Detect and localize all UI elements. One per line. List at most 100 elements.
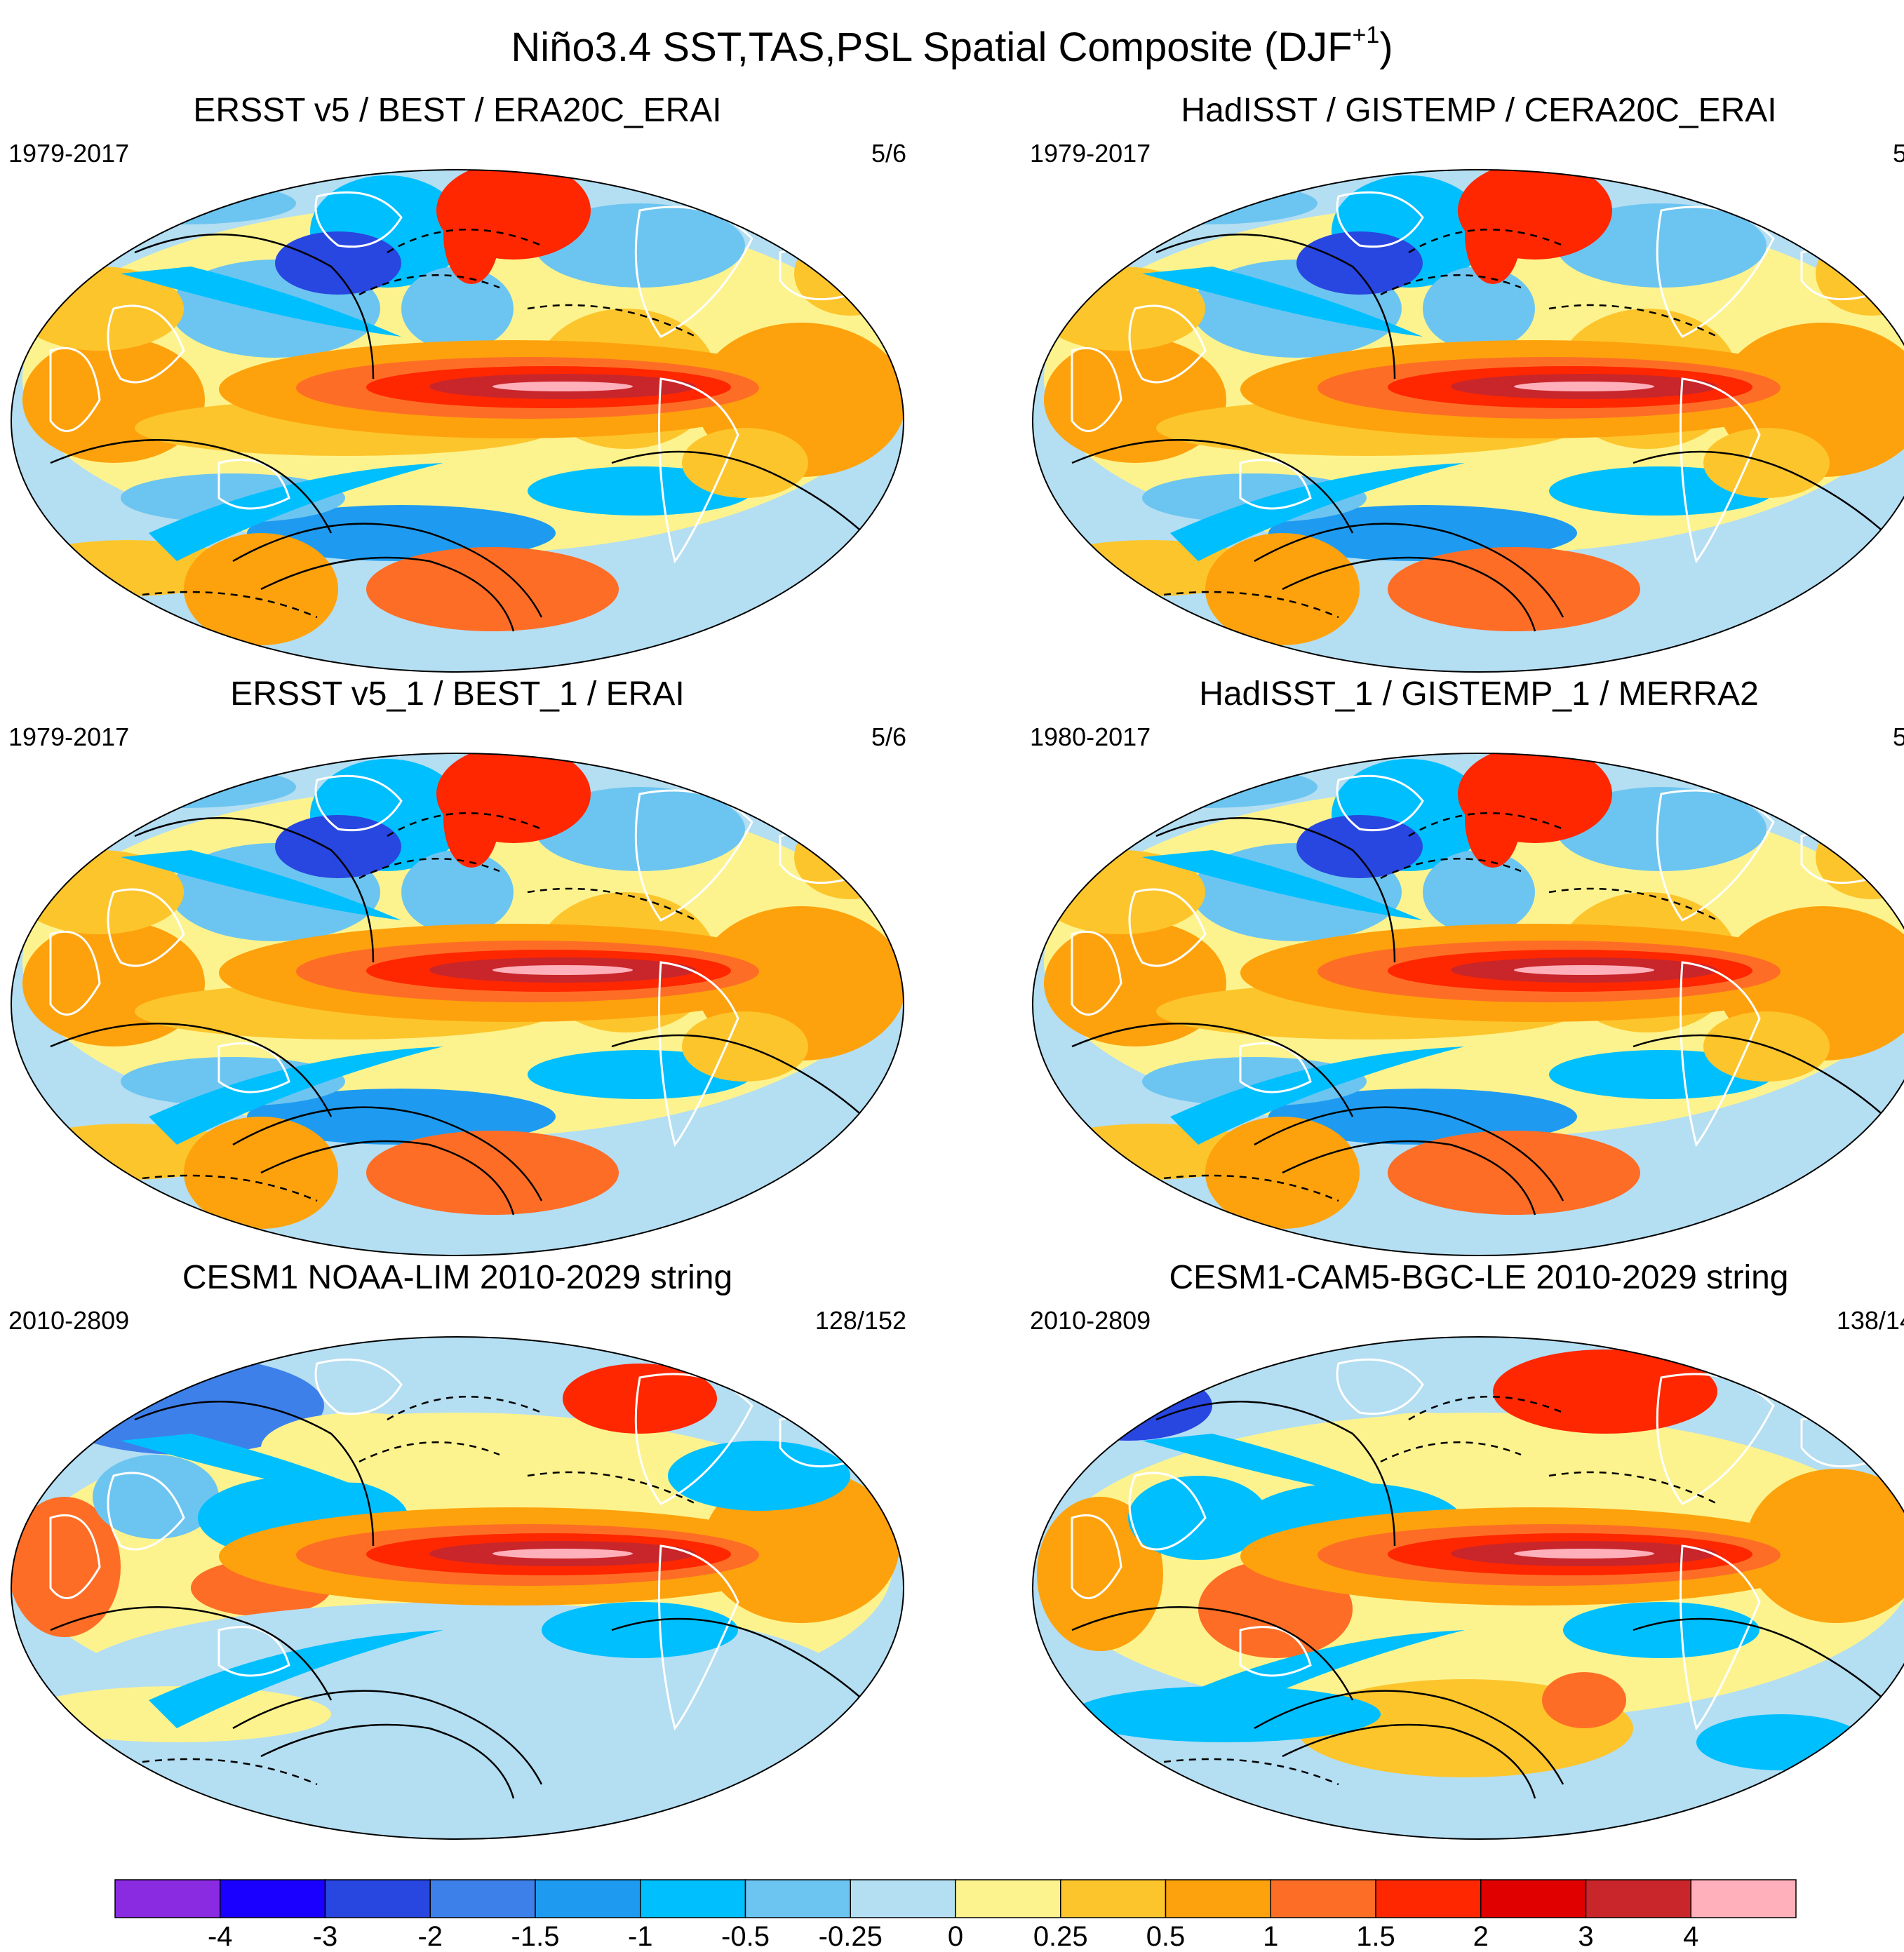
field-anomaly: [261, 1413, 457, 1483]
panel-years: 1980-2017: [1030, 722, 1151, 751]
nino-tongue-max: [1514, 965, 1654, 975]
slp-contour: [1633, 1617, 1900, 1715]
map-field: [11, 753, 904, 1256]
colorbar-swatch: [1270, 1879, 1376, 1918]
slp-contour: [1071, 1023, 1354, 1117]
slp-contour: [50, 1606, 333, 1701]
cool-band-south: [1170, 463, 1465, 561]
nino-tongue-max: [1514, 382, 1654, 391]
panel-years: 2010-2809: [8, 1306, 130, 1335]
field-anomaly: [1493, 1349, 1717, 1434]
slp-contour: [134, 1401, 375, 1547]
cool-band-north: [121, 850, 401, 920]
cool-band-south: [149, 1630, 443, 1728]
field-anomaly: [563, 1364, 717, 1434]
slp-contour: [1282, 1140, 1536, 1216]
panel-title: CESM1 NOAA-LIM 2010-2029 string: [182, 1259, 733, 1296]
panel-title: HadISST / GISTEMP / CERA20C_ERAI: [1181, 92, 1777, 129]
slp-contour: [1155, 234, 1396, 379]
field-anomaly: [1795, 1371, 1904, 1427]
coastline: [1128, 304, 1207, 384]
coastline: [314, 774, 403, 832]
slp-contour: [232, 1106, 543, 1202]
coastline: [1071, 346, 1122, 433]
colorbar-swatch: [1375, 1879, 1482, 1918]
panel-count: 5/6: [1892, 722, 1904, 751]
field-anomaly: [1044, 1371, 1212, 1441]
colorbar-tick-label: 1.5: [1356, 1921, 1395, 1948]
cool-band-south: [149, 463, 443, 561]
colorbar: -4 -3 -2 -1.5 -1 -0.5 -0.25 0 0.25 0.5 1 1.5 2 3 4: [114, 1879, 1797, 1948]
field-anomaly: [1339, 1413, 1507, 1483]
coastline: [1336, 191, 1424, 248]
colorbar-tick-label: 4: [1683, 1921, 1698, 1948]
map-outline: [1032, 1336, 1904, 1840]
panel-ersst-best-era20c: ERSST v5 / BEST / ERA20C_ERAI 1979-2017 …: [8, 90, 906, 673]
field-anomaly: [443, 186, 500, 284]
panel-hadisst-gistemp-cera20c: HadISST / GISTEMP / CERA20C_ERAI 1979-20…: [1030, 90, 1904, 673]
field-anomaly: [794, 231, 904, 316]
colorbar-tick-label: -0.5: [721, 1921, 770, 1948]
cool-band-north: [121, 1434, 401, 1504]
field-anomaly: [72, 182, 296, 224]
colorbar-tick-label: -0.25: [819, 1921, 883, 1948]
field-anomaly: [1388, 1131, 1640, 1215]
slp-contour: [611, 450, 879, 548]
map-outline: [1032, 169, 1904, 673]
coastline: [1071, 1514, 1122, 1600]
field-anomaly: [1093, 182, 1318, 224]
cool-band-north: [1142, 267, 1423, 337]
slp-contour: [1633, 450, 1900, 548]
field-anomaly: [668, 1441, 850, 1511]
field-anomaly: [443, 769, 500, 868]
colorbar-tick-label: -1.5: [511, 1921, 560, 1948]
slp-contour: [1408, 812, 1564, 837]
map-outline: [11, 1336, 904, 1840]
coastline: [314, 191, 403, 248]
colorbar-tick-label: 0.5: [1146, 1921, 1186, 1948]
field-anomaly: [1128, 1476, 1268, 1560]
panel-count: 5/6: [1892, 139, 1904, 168]
slp-contour: [92, 1174, 318, 1202]
field-anomaly: [1465, 186, 1521, 284]
figure-title-text: Niño3.4 SST,TAS,PSL Spatial Composite (D…: [511, 25, 1353, 70]
panel-years: 1979-2017: [8, 722, 130, 751]
field-anomaly: [275, 815, 401, 878]
panel-title: ERSST v5_1 / BEST_1 / ERAI: [230, 675, 685, 713]
colorbar-swatch: [955, 1879, 1061, 1918]
cool-band-south: [1170, 1630, 1465, 1728]
map-outline: [11, 753, 904, 1256]
panel-cesm1-noaa-lim: CESM1 NOAA-LIM 2010-2029 string 2010-280…: [8, 1257, 906, 1840]
slp-contour: [611, 1034, 879, 1131]
field-anomaly: [1093, 766, 1318, 808]
slp-contour: [387, 1396, 542, 1421]
coastline: [49, 1514, 101, 1600]
colorbar-swatch: [114, 1879, 221, 1918]
coastline: [217, 1626, 290, 1677]
map-outline: [1032, 753, 1904, 1256]
panel-title: CESM1-CAM5-BGC-LE 2010-2029 string: [1169, 1259, 1789, 1296]
colorbar-swatch: [324, 1879, 431, 1918]
field-anomaly: [1296, 815, 1423, 878]
colorbar-tick-label: 3: [1578, 1921, 1593, 1948]
composite-map: [1032, 169, 1904, 673]
field-anomaly: [275, 231, 401, 295]
nino-tongue-max: [492, 965, 633, 975]
coastline: [1239, 1042, 1312, 1093]
slp-contour: [92, 1758, 318, 1786]
coastline: [1128, 888, 1207, 967]
colorbar-tick-label: 2: [1473, 1921, 1489, 1948]
composite-map: [11, 1336, 904, 1840]
coastline: [1336, 1358, 1424, 1415]
coastline: [49, 930, 101, 1016]
panel-count: 138/144: [1836, 1306, 1904, 1335]
colorbar-swatch: [1165, 1879, 1271, 1918]
coastline: [658, 377, 739, 564]
slp-contour: [1113, 1174, 1339, 1202]
coastline: [314, 1358, 403, 1415]
coastline: [217, 1042, 290, 1093]
colorbar-tick-label: -3: [313, 1921, 338, 1948]
slp-contour: [134, 817, 375, 963]
field-anomaly: [794, 815, 904, 899]
colorbar-swatch: [429, 1879, 536, 1918]
